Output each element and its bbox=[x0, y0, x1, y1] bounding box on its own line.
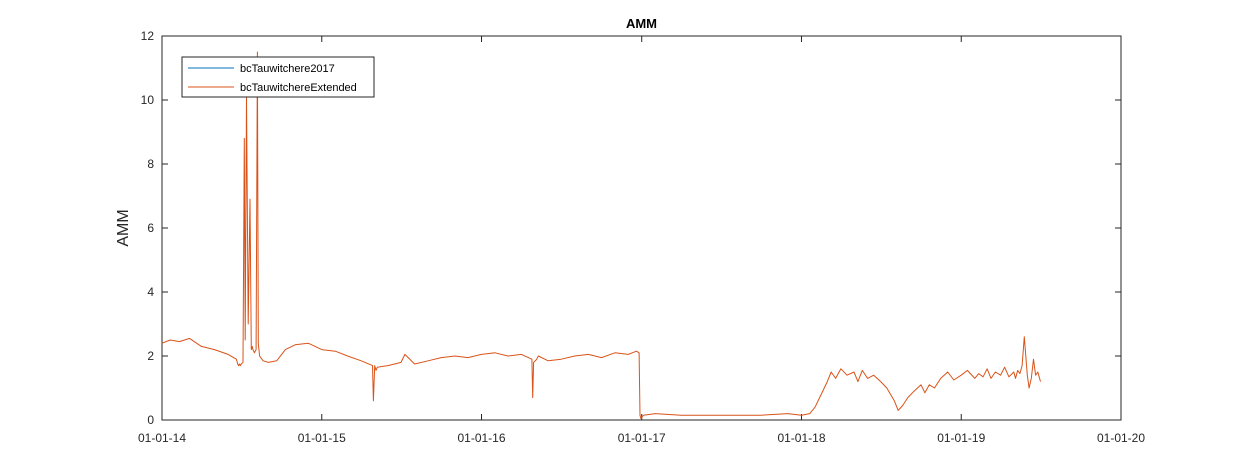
x-tick-label: 01-01-20 bbox=[1097, 431, 1145, 445]
x-tick-label: 01-01-18 bbox=[777, 431, 825, 445]
y-axis-label: AMM bbox=[115, 209, 132, 246]
series-line-2 bbox=[161, 51, 1041, 419]
y-tick-label: 8 bbox=[147, 157, 154, 171]
x-tick-label: 01-01-14 bbox=[138, 431, 186, 445]
axis-ticks: 0 2 4 6 8 10 12 01-01-14 01-01-15 01-01-16 01-01-1… bbox=[138, 29, 1145, 445]
legend-box bbox=[181, 56, 375, 98]
y-tick-label: 2 bbox=[147, 349, 154, 363]
y-tick-label: 0 bbox=[147, 413, 154, 427]
x-tick-label: 01-01-16 bbox=[457, 431, 505, 445]
y-tick-label: 10 bbox=[141, 93, 155, 107]
chart-title: AMM bbox=[626, 16, 657, 31]
y-tick-label: 4 bbox=[147, 285, 154, 299]
legend-label: bcTauwitchereExtended bbox=[240, 82, 357, 94]
legend: bcTauwitchere2017 bcTauwitchereExtended bbox=[181, 56, 375, 98]
y-tick-label: 6 bbox=[147, 221, 154, 235]
x-tick-label: 01-01-17 bbox=[618, 431, 666, 445]
legend-label: bcTauwitchere2017 bbox=[240, 63, 335, 75]
x-tick-label: 01-01-15 bbox=[298, 431, 346, 445]
x-tick-label: 01-01-19 bbox=[937, 431, 985, 445]
y-tick-label: 12 bbox=[141, 29, 155, 43]
plot-area bbox=[161, 35, 1122, 421]
series-layer bbox=[161, 51, 1041, 419]
